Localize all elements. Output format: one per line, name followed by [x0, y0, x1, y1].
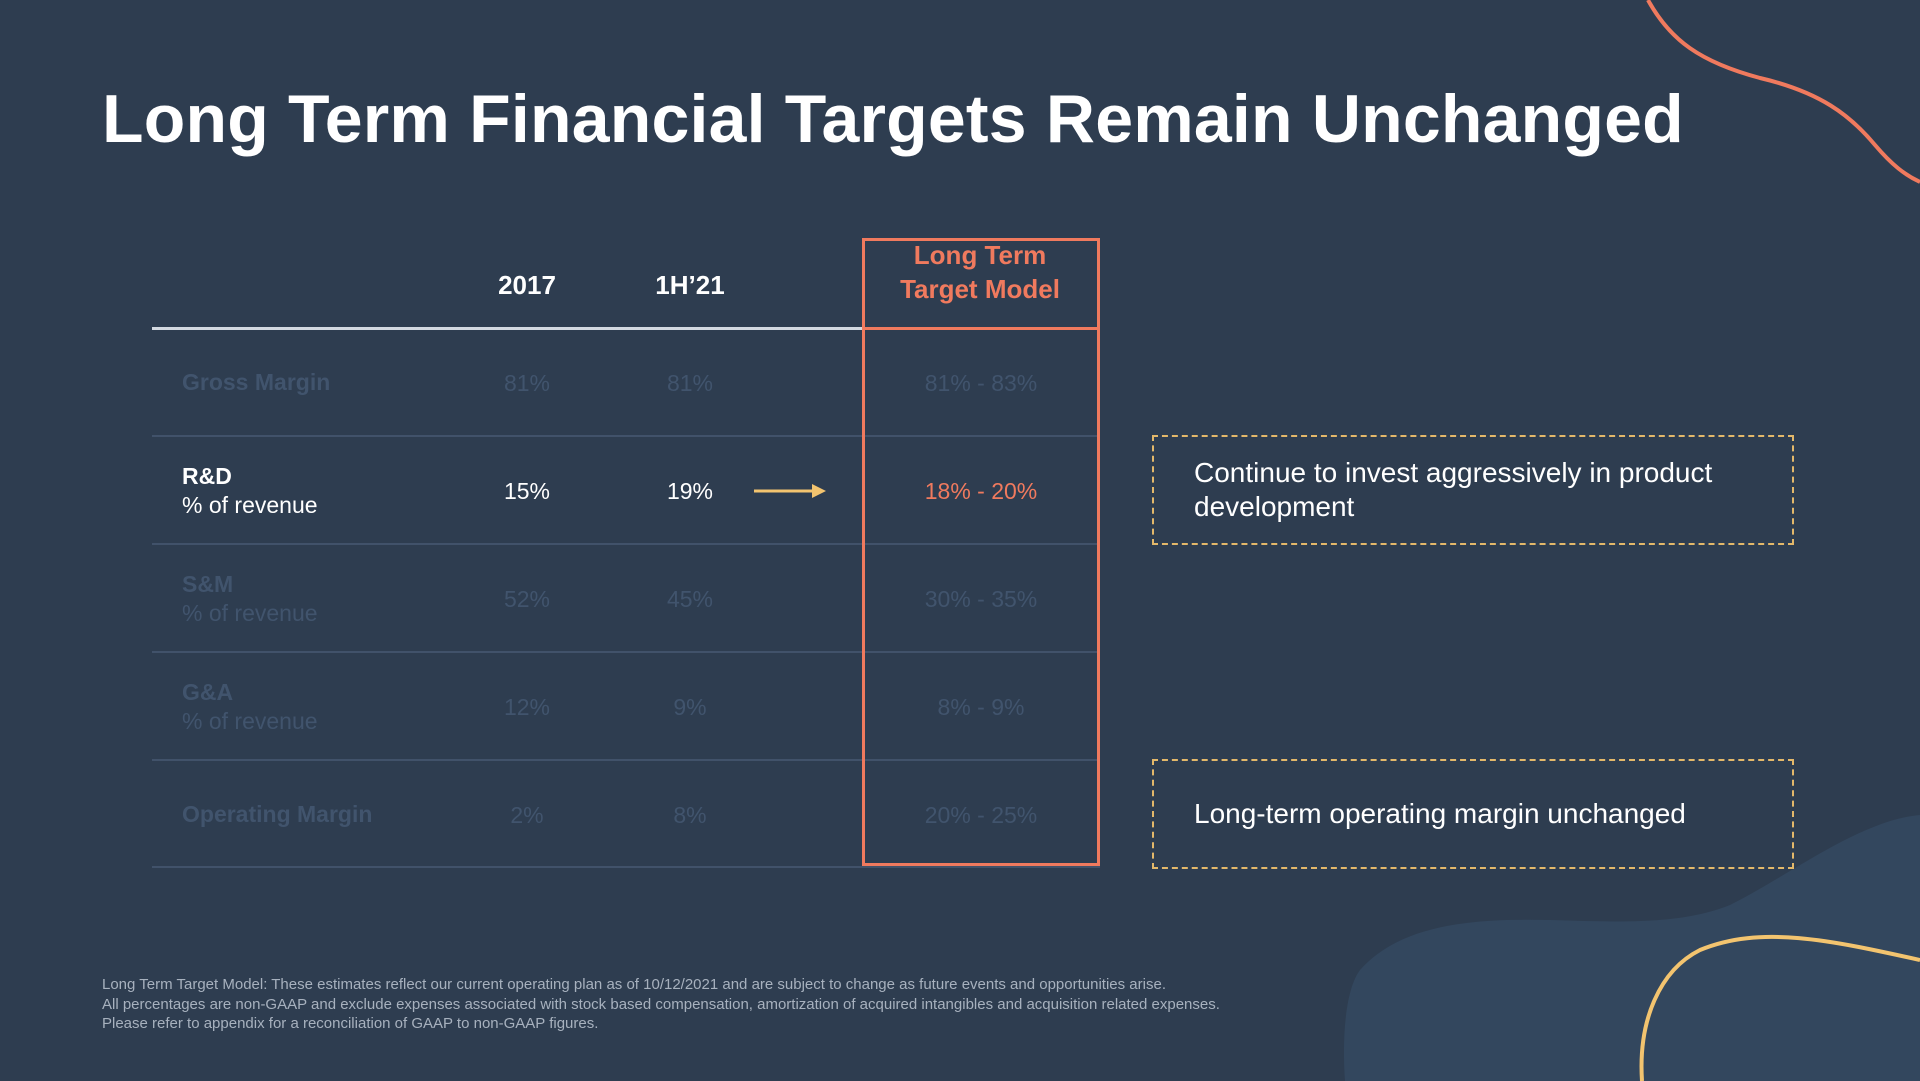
row-label-main: Operating Margin [182, 801, 373, 827]
note-operating-margin-text: Long-term operating margin unchanged [1194, 798, 1686, 829]
note-rd-text: Continue to invest aggressively in produ… [1194, 457, 1713, 522]
footnote-line: Long Term Target Model: These estimates … [102, 976, 1166, 993]
cell-sm-2017: 52% [503, 586, 551, 612]
cell-operating-margin-2017: 2% [510, 802, 544, 828]
cell-rd-target: 18% - 20% [924, 478, 1038, 504]
header-divider [152, 327, 862, 330]
row-label-main: S&M [182, 571, 234, 597]
cell-gross-margin-target: 81% - 83% [924, 370, 1038, 396]
column-header-2017: 2017 [498, 270, 556, 300]
row-label-rd: R&D % of revenue [182, 462, 318, 520]
gold-curve [1639, 934, 1920, 1081]
cell-gross-margin-1h21: 81% [666, 370, 714, 396]
row-label-operating-margin: Operating Margin [182, 800, 372, 829]
row-divider [152, 543, 1100, 545]
row-divider [152, 651, 1100, 653]
row-label-sub: % of revenue [182, 600, 318, 626]
cell-ga-target: 8% - 9% [937, 694, 1025, 720]
row-label-sm: S&M % of revenue [182, 570, 318, 628]
row-label-ga: G&A % of revenue [182, 678, 318, 736]
row-label-gross-margin: Gross Margin [182, 368, 330, 397]
target-header-line-1: Long Term [913, 240, 1047, 270]
target-header-line-2: Target Model [900, 274, 1060, 304]
row-divider [152, 866, 1100, 868]
row-label-main: G&A [182, 679, 234, 705]
target-model-header-divider [862, 327, 1100, 330]
note-operating-margin: Long-term operating margin unchanged [1152, 759, 1794, 869]
cell-gross-margin-2017: 81% [503, 370, 551, 396]
row-divider [152, 435, 1100, 437]
cell-operating-margin-target: 20% - 25% [924, 802, 1038, 828]
footnote-line: All percentages are non-GAAP and exclude… [102, 995, 1220, 1013]
cell-ga-2017: 12% [503, 694, 551, 720]
arrow-right-icon [754, 484, 826, 498]
page-title: Long Term Financial Targets Remain Uncha… [102, 81, 1684, 157]
footnote-line: Please refer to appendix for a reconcili… [102, 1015, 599, 1032]
cell-rd-1h21: 19% [666, 478, 714, 504]
column-header-1h21: 1H’21 [655, 270, 725, 300]
row-label-main: Gross Margin [182, 369, 331, 395]
cell-operating-margin-1h21: 8% [673, 802, 707, 828]
cell-rd-2017: 15% [503, 478, 551, 504]
row-label-sub: % of revenue [182, 708, 318, 734]
cell-sm-1h21: 45% [666, 586, 714, 612]
row-label-main: R&D [182, 463, 232, 489]
cell-ga-1h21: 9% [673, 694, 707, 720]
footnotes: Long Term Target Model: These estimates … [102, 975, 1220, 1034]
background-blob [1343, 815, 1920, 1081]
row-divider [152, 759, 1100, 761]
row-label-sub: % of revenue [182, 492, 318, 518]
coral-curve [1646, 0, 1920, 184]
column-header-target-model: Long Term Target Model [862, 238, 1098, 306]
note-rd: Continue to invest aggressively in produ… [1152, 435, 1794, 545]
cell-sm-target: 30% - 35% [924, 586, 1038, 612]
target-model-highlight-box [862, 238, 1100, 866]
